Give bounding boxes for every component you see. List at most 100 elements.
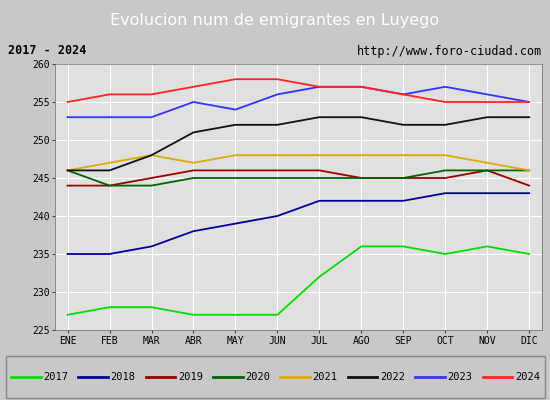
2019 xyxy=(106,183,113,188)
2019 xyxy=(358,176,365,180)
2020 xyxy=(358,176,365,180)
2018 xyxy=(526,191,532,196)
2017 xyxy=(232,312,239,317)
2017 xyxy=(190,312,197,317)
2024 xyxy=(400,92,406,97)
2019 xyxy=(400,176,406,180)
2017 xyxy=(106,305,113,310)
2020 xyxy=(484,168,491,173)
Text: Evolucion num de emigrantes en Luyego: Evolucion num de emigrantes en Luyego xyxy=(111,12,439,28)
2018 xyxy=(358,198,365,203)
Line: 2020: 2020 xyxy=(68,170,529,186)
2024 xyxy=(442,100,449,104)
2021 xyxy=(484,160,491,165)
2018 xyxy=(64,252,71,256)
2018 xyxy=(106,252,113,256)
2017 xyxy=(358,244,365,249)
Text: 2017: 2017 xyxy=(43,372,68,382)
Text: 2017 - 2024: 2017 - 2024 xyxy=(8,44,87,58)
2019 xyxy=(190,168,197,173)
2017 xyxy=(148,305,155,310)
2020 xyxy=(316,176,323,180)
2023 xyxy=(484,92,491,97)
2019 xyxy=(64,183,71,188)
2022 xyxy=(442,122,449,127)
2018 xyxy=(274,214,280,218)
Text: 2023: 2023 xyxy=(448,372,472,382)
2020 xyxy=(526,168,532,173)
2017 xyxy=(316,274,323,279)
2021 xyxy=(358,153,365,158)
2018 xyxy=(316,198,323,203)
2022 xyxy=(274,122,280,127)
2020 xyxy=(106,183,113,188)
2024 xyxy=(484,100,491,104)
2018 xyxy=(232,221,239,226)
Text: 2019: 2019 xyxy=(178,372,203,382)
Line: 2023: 2023 xyxy=(68,87,529,117)
2022 xyxy=(148,153,155,158)
2022 xyxy=(526,115,532,120)
Text: http://www.foro-ciudad.com: http://www.foro-ciudad.com xyxy=(356,44,542,58)
2022 xyxy=(64,168,71,173)
2024 xyxy=(232,77,239,82)
2021 xyxy=(442,153,449,158)
2023 xyxy=(106,115,113,120)
2023 xyxy=(64,115,71,120)
2021 xyxy=(274,153,280,158)
2019 xyxy=(484,168,491,173)
2021 xyxy=(316,153,323,158)
2024 xyxy=(274,77,280,82)
2017 xyxy=(526,252,532,256)
2019 xyxy=(148,176,155,180)
2017 xyxy=(442,252,449,256)
2020 xyxy=(148,183,155,188)
Line: 2021: 2021 xyxy=(68,155,529,170)
2020 xyxy=(442,168,449,173)
2023 xyxy=(316,84,323,89)
2021 xyxy=(148,153,155,158)
Line: 2022: 2022 xyxy=(68,117,529,170)
Line: 2019: 2019 xyxy=(68,170,529,186)
2023 xyxy=(400,92,406,97)
Line: 2018: 2018 xyxy=(68,193,529,254)
2018 xyxy=(442,191,449,196)
2019 xyxy=(232,168,239,173)
2021 xyxy=(106,160,113,165)
2023 xyxy=(442,84,449,89)
2021 xyxy=(190,160,197,165)
2021 xyxy=(232,153,239,158)
2024 xyxy=(148,92,155,97)
2020 xyxy=(274,176,280,180)
2019 xyxy=(274,168,280,173)
2020 xyxy=(400,176,406,180)
2024 xyxy=(526,100,532,104)
2021 xyxy=(64,168,71,173)
Text: 2020: 2020 xyxy=(245,372,271,382)
2023 xyxy=(148,115,155,120)
2019 xyxy=(442,176,449,180)
Line: 2017: 2017 xyxy=(68,246,529,315)
Line: 2024: 2024 xyxy=(68,79,529,102)
Text: 2022: 2022 xyxy=(380,372,405,382)
2023 xyxy=(526,100,532,104)
2024 xyxy=(358,84,365,89)
Text: 2024: 2024 xyxy=(515,372,540,382)
2018 xyxy=(190,229,197,234)
2017 xyxy=(64,312,71,317)
2020 xyxy=(232,176,239,180)
2024 xyxy=(316,84,323,89)
2021 xyxy=(526,168,532,173)
2022 xyxy=(316,115,323,120)
2018 xyxy=(400,198,406,203)
2020 xyxy=(190,176,197,180)
2022 xyxy=(190,130,197,135)
2023 xyxy=(190,100,197,104)
2024 xyxy=(106,92,113,97)
Text: 2021: 2021 xyxy=(313,372,338,382)
2023 xyxy=(358,84,365,89)
2022 xyxy=(358,115,365,120)
2024 xyxy=(190,84,197,89)
2024 xyxy=(64,100,71,104)
2018 xyxy=(484,191,491,196)
